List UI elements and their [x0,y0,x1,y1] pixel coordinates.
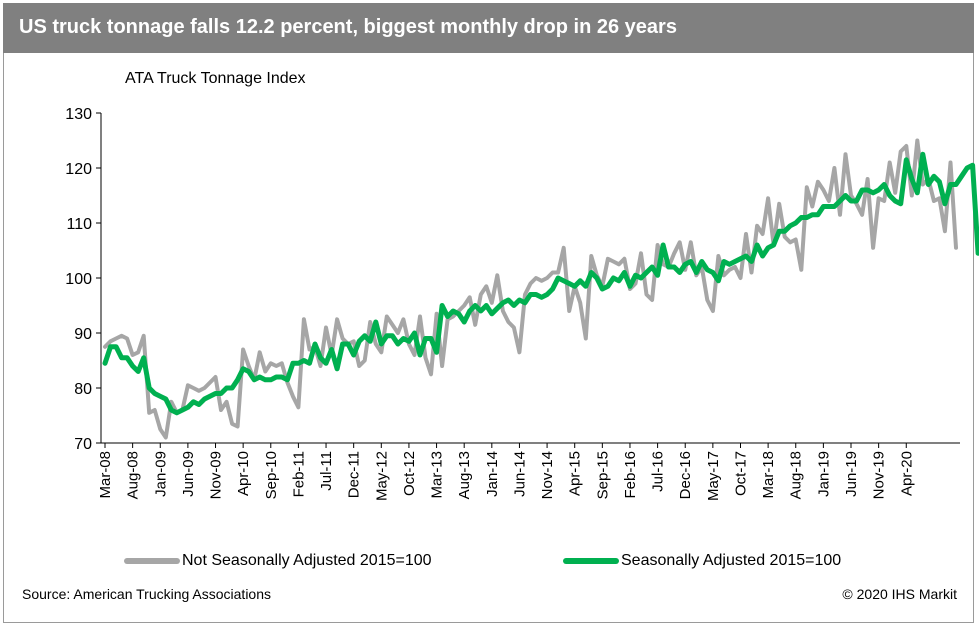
x-tick-label: Aug-13 [456,451,473,499]
x-tick-label: Apr-15 [567,451,584,496]
title-bar: US truck tonnage falls 12.2 percent, big… [3,3,974,53]
x-tick-label: May-12 [373,451,390,501]
x-tick-label: Mar-13 [429,451,446,499]
x-tick-label: Aug-08 [125,451,142,499]
copyright-note: © 2020 IHS Markit [842,586,957,602]
x-tick-label: Jan-19 [815,451,832,497]
y-tick-label: 90 [74,326,92,343]
x-tick-label: Nov-14 [539,451,556,499]
legend-label-nsa: Not Seasonally Adjusted 2015=100 [182,552,432,569]
x-tick-label: Oct-12 [401,451,418,496]
x-tick-label: Aug-18 [788,451,805,499]
source-note: Source: American Trucking Associations [22,586,272,602]
x-tick-label: Dec-16 [677,451,694,499]
x-tick-label: Jun-19 [843,451,860,497]
chart-series [102,138,979,440]
chart-title: ATA Truck Tonnage Index [125,70,306,87]
y-tick-label: 100 [65,271,92,288]
x-tick-label: Jan-14 [484,451,501,497]
x-tick-label: Nov-19 [871,451,888,499]
legend-item-sa: Seasonally Adjusted 2015=100 [563,549,841,573]
x-tick-label: Jul-16 [650,451,667,492]
x-tick-label: Apr-10 [235,451,252,496]
x-tick-label: Sep-15 [594,451,611,499]
legend-swatch-sa [563,558,619,564]
x-tick-label: Mar-18 [760,451,777,499]
x-tick-label: Sep-10 [263,451,280,499]
x-tick-label: Feb-16 [622,451,639,499]
x-tick-label: Feb-11 [290,451,307,497]
x-tick-label: May-17 [705,451,722,501]
page-title: US truck tonnage falls 12.2 percent, big… [19,16,677,38]
y-tick-label: 130 [65,106,92,123]
x-tick-label: Nov-09 [208,451,225,499]
x-tick-label: Dec-11 [346,451,363,498]
chart-axes: 70 80 90 100 110 120 130 Mar-08 Aug-08 Jan-09 Jun-… [65,106,960,501]
y-tick-label: 120 [65,161,92,178]
series-line-nsa [103,138,958,440]
x-tick-label: Jan-09 [152,451,169,497]
y-tick-label: 80 [74,381,92,398]
x-tick-label: Jul-11 [318,451,335,491]
x-tick-label: Jun-09 [180,451,197,497]
legend-item-nsa: Not Seasonally Adjusted 2015=100 [124,549,432,573]
x-tick-label: Jun-14 [511,451,528,497]
legend-label-sa: Seasonally Adjusted 2015=100 [621,552,842,569]
x-tick-label: Apr-20 [898,451,915,496]
y-tick-label: 110 [66,216,92,233]
legend-swatch-nsa [124,558,180,564]
y-tick-label: 70 [74,436,92,453]
x-tick-label: Oct-17 [732,451,749,496]
series-line-sa [102,151,979,416]
x-tick-label: Mar-08 [97,451,114,499]
